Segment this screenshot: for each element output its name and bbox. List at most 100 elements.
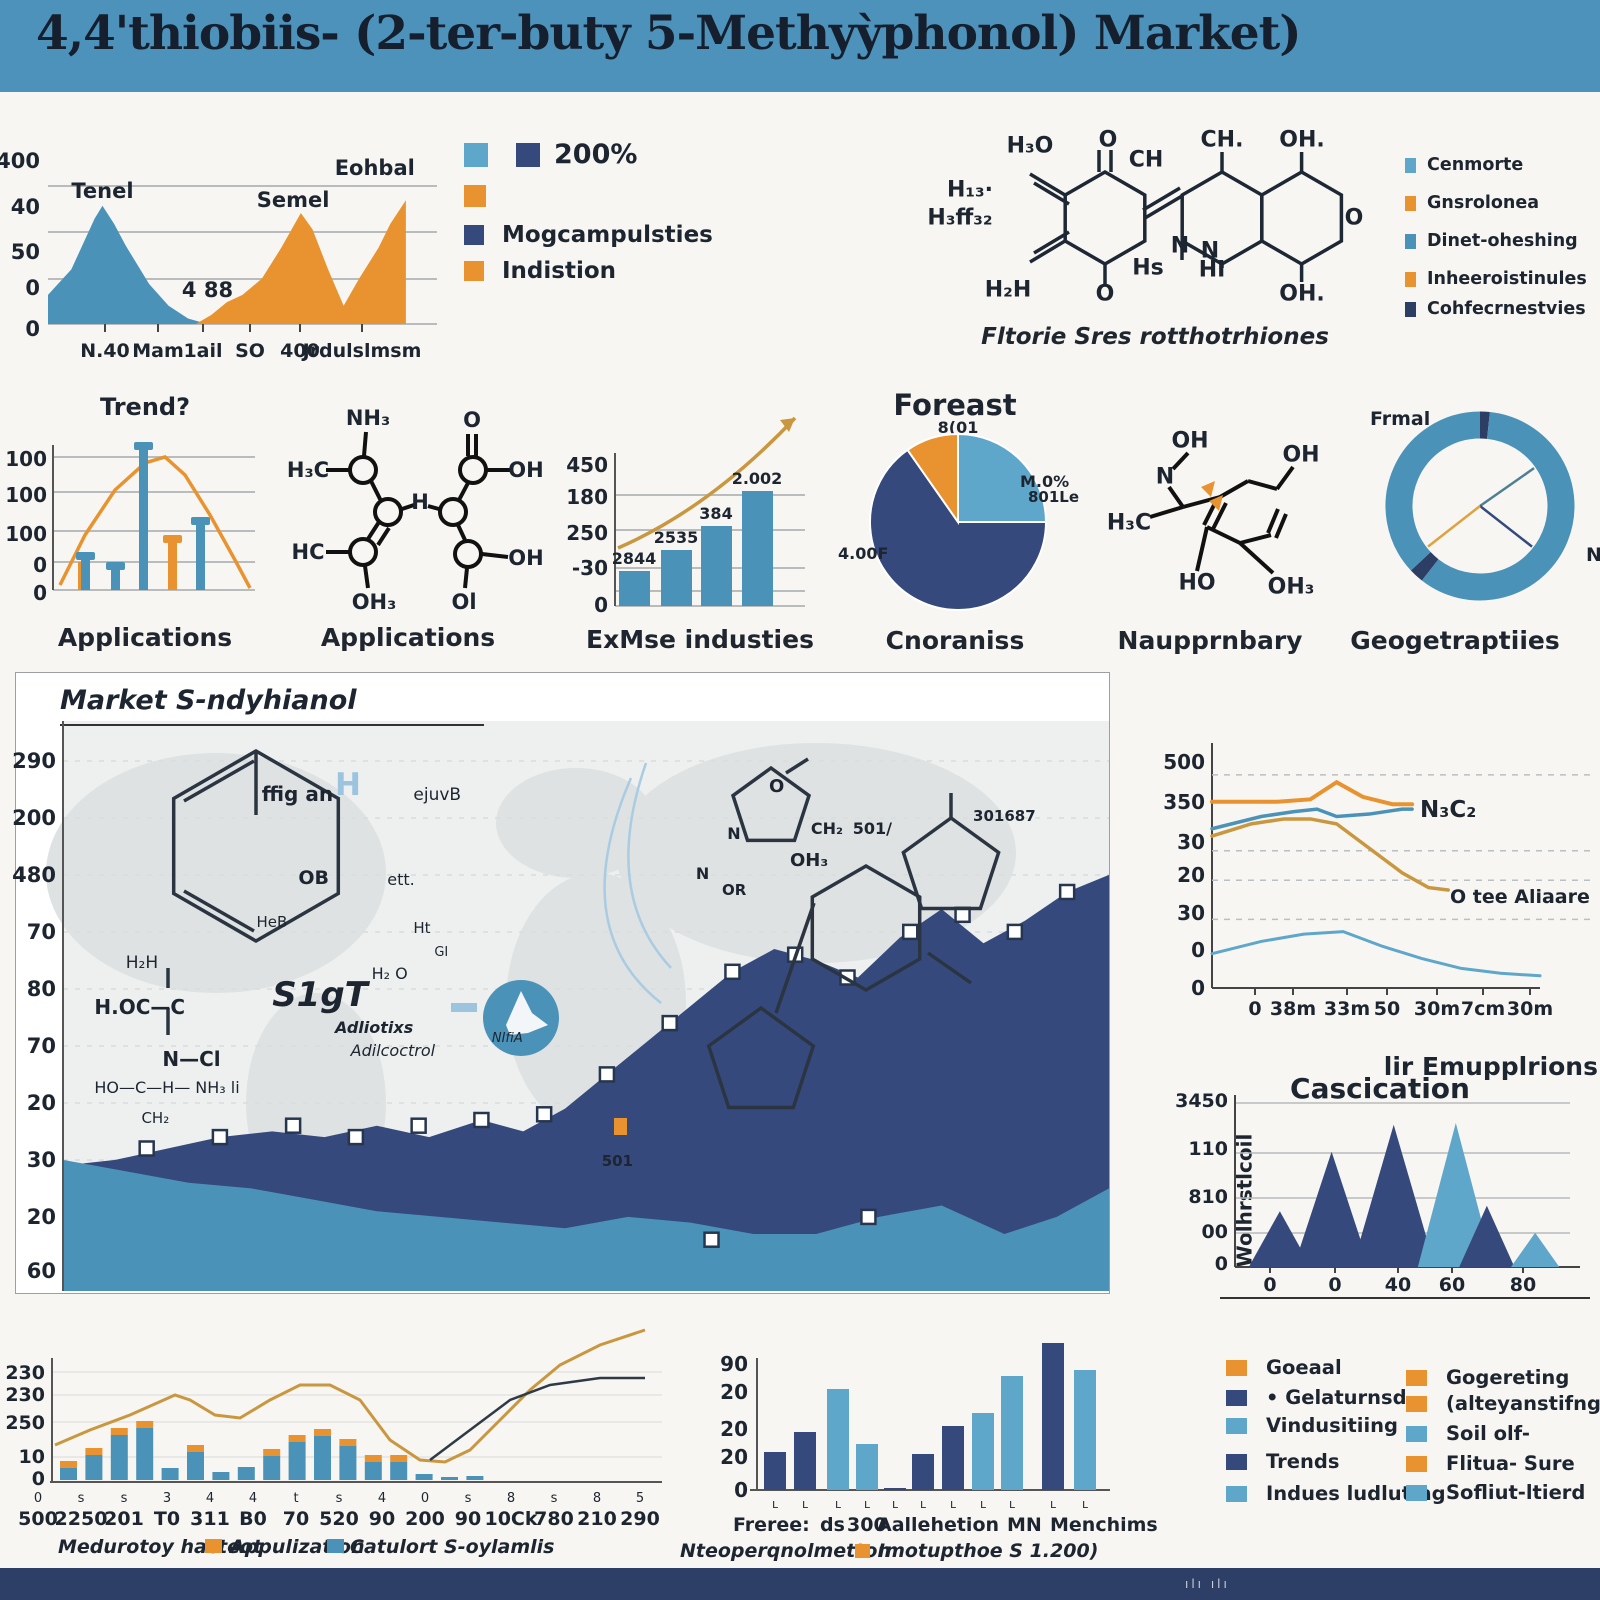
y-tick-label: 40 xyxy=(10,195,40,219)
plane-icon xyxy=(506,991,548,1035)
tick-glyph: ʟ xyxy=(1081,1497,1089,1511)
chem-annotation: H₂H xyxy=(125,952,159,973)
trend-arrow xyxy=(617,416,797,550)
slice-label: M.0% xyxy=(1020,472,1070,491)
legend-label: Cohfecrnestvies xyxy=(1427,299,1586,319)
x-tick-label: 70 xyxy=(282,1508,310,1530)
bar xyxy=(196,517,205,590)
y-tick-label: 70 xyxy=(26,920,56,944)
chem-annotation: OB xyxy=(298,867,329,890)
trend-chart: Trend? Applications 100 100 100 0 0 xyxy=(5,385,265,652)
y-tick-label: 230 xyxy=(5,1384,45,1406)
molecule-structure-top: Fltorie Sres rotthotrhiones H₃O O CH CH. OH.… xyxy=(927,118,1380,358)
bottom-bar-chart: ʟ ʟ ʟ ʟ ʟ ʟ ʟ ʟ ʟ ʟ ʟ 90 20 20 20 0 Freree: ds 300 Aallehet… xyxy=(670,1318,1158,1580)
area-lightblue xyxy=(63,1159,1109,1291)
x-tick-label: 1ail xyxy=(183,340,223,362)
bond xyxy=(427,504,440,511)
bar xyxy=(263,1456,281,1480)
legend-label: (alteyanstifng xyxy=(1446,1392,1600,1415)
ring-bond xyxy=(1260,169,1344,267)
data-marker xyxy=(1058,883,1076,901)
data-marker xyxy=(138,1140,155,1157)
x-caption-token: Menchims xyxy=(1050,1514,1158,1536)
bond xyxy=(1033,230,1070,255)
bottom-combo-chart: 230 230 250 10 0 0 s s 3 4 4 t s 4 0 s 8 s 8 5 500 2250 201 T0 3… xyxy=(0,1318,670,1568)
foreast-pie-chart: Foreast 8(01 Cnoraniss M.0% 801Le 4.00F xyxy=(828,382,1079,655)
y-tick-label: 290 xyxy=(12,749,56,773)
bar xyxy=(60,1468,77,1480)
atom-label: NH₃ xyxy=(345,405,391,430)
m3-canvas xyxy=(1149,451,1295,575)
y-tick-label: 50 xyxy=(10,240,40,264)
oxygen-atom xyxy=(373,497,403,527)
tr-canvas xyxy=(52,442,255,591)
bond xyxy=(376,526,391,547)
bond xyxy=(1182,495,1221,509)
m2-canvas xyxy=(326,431,510,589)
x-tick-label: 500 xyxy=(18,1508,58,1530)
ring-outline xyxy=(706,1005,816,1110)
x-tick-label: 7cm xyxy=(1460,998,1506,1020)
bar-cap xyxy=(60,1461,77,1468)
y-tick-label: 230 xyxy=(5,1362,45,1384)
map-blob xyxy=(496,768,656,878)
atom-label: OH xyxy=(508,545,544,570)
atom-label: N xyxy=(1155,464,1175,490)
y-tick-label: 100 xyxy=(5,522,47,546)
bond xyxy=(774,902,816,1014)
bond xyxy=(1275,465,1295,491)
bar xyxy=(85,1455,103,1480)
chem-annotation: ett. xyxy=(387,870,415,890)
legend-swatch xyxy=(1405,234,1416,249)
tick-glyph: ʟ xyxy=(949,1497,957,1511)
bar xyxy=(884,1488,906,1490)
area-series xyxy=(48,205,208,324)
line-series xyxy=(1210,779,1415,807)
bond xyxy=(1219,479,1249,499)
m1-canvas xyxy=(1029,150,1344,284)
annotation: Tenel xyxy=(71,179,134,204)
chem-annotation: Adilcoctrol xyxy=(350,1041,436,1061)
y-tick-label: 3450 xyxy=(1175,1090,1228,1112)
triangle-peak xyxy=(1352,1124,1436,1267)
tick-glyph: 8 xyxy=(592,1491,602,1506)
x-tick-label: 2250 xyxy=(54,1508,108,1530)
tick-glyph: 4 xyxy=(248,1491,258,1506)
legend-label: Sofliut-ltierd xyxy=(1446,1481,1586,1504)
y-tick-label: -30 xyxy=(571,556,608,580)
bar xyxy=(466,1476,484,1480)
bar-cap xyxy=(390,1455,408,1462)
bar-cap xyxy=(110,1428,128,1435)
bond xyxy=(1029,172,1066,197)
top-right-legend: Cenmorte Gnsrolonea Dinet-oheshing Inheeroi… xyxy=(1395,148,1600,323)
bar xyxy=(942,1426,964,1490)
x-caption-token: Aallehetion xyxy=(877,1514,1000,1536)
pie-top-label: 8(01 xyxy=(937,418,979,437)
legend-swatch xyxy=(327,1539,344,1553)
atom-label: OH₃ xyxy=(351,589,397,614)
legend-label: Inheeroistinules xyxy=(1427,269,1587,289)
page-title: 4,4'thiobiis- (2-ter-buty 5-Methyỳphonol… xyxy=(36,6,1302,61)
bond xyxy=(481,552,509,559)
data-marker xyxy=(284,1117,302,1134)
tick-glyph: ʟ xyxy=(979,1497,987,1511)
tick-glyph: s xyxy=(550,1491,558,1506)
atom-label: H₃C xyxy=(286,457,330,482)
header-banner: 4,4'thiobiis- (2-ter-buty 5-Methyỳphonol… xyxy=(0,0,1600,92)
atom-label: H₁₃· xyxy=(946,177,994,203)
tick-glyph: ʟ xyxy=(771,1497,779,1511)
bond xyxy=(1211,502,1228,530)
tick-glyph: ʟ xyxy=(1049,1497,1057,1511)
bond xyxy=(369,480,383,502)
legend-label: Gogereting xyxy=(1446,1366,1570,1389)
chem-annotation: NIfiA xyxy=(491,1030,523,1046)
bc-canvas xyxy=(50,1328,662,1483)
ovw-canvas xyxy=(48,185,437,332)
orange-marker xyxy=(614,1118,627,1135)
x-tick-label: 30m xyxy=(1413,998,1461,1020)
chem-annotation: H xyxy=(334,767,361,804)
chem-annotation: ffig an xyxy=(261,781,334,806)
legend-label: Vindusitiing xyxy=(1266,1414,1398,1437)
overview-area-chart: 400 40 50 0 0 N.40 Mam 1ail SO 400 Jrdulslmsm Tenel… xyxy=(0,120,445,388)
bar xyxy=(161,1468,179,1480)
